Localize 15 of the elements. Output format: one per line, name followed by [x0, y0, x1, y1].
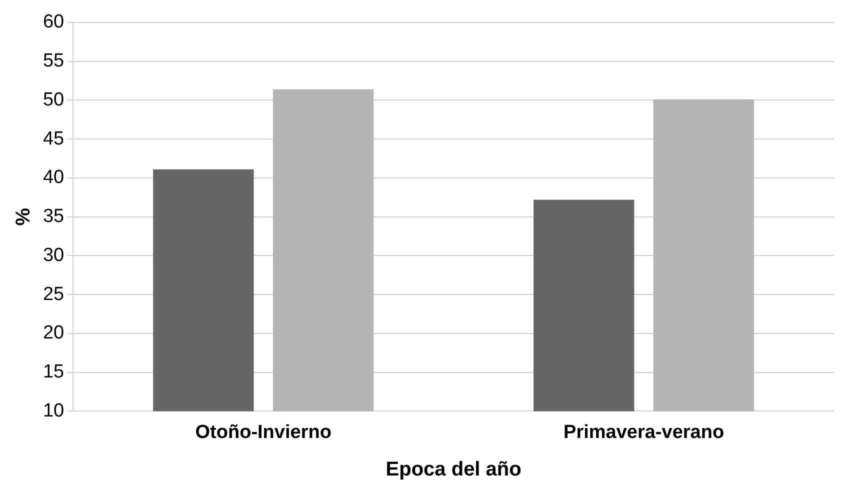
y-tick-label: 35 — [42, 206, 64, 228]
y-tick-label: 20 — [42, 322, 64, 344]
y-tick-label: 55 — [42, 50, 64, 72]
y-axis-title: % — [12, 208, 35, 226]
y-tick-label: 30 — [42, 244, 64, 266]
y-tick-label: 50 — [42, 89, 64, 110]
y-tick-label: 60 — [42, 12, 64, 33]
y-tick-label: 25 — [42, 284, 64, 305]
x-tick-label: Otoño-Invierno — [195, 422, 332, 443]
y-tick-label: 15 — [42, 362, 64, 383]
x-tick-label: Primavera-verano — [564, 422, 724, 443]
y-tick-label: 10 — [42, 400, 64, 422]
x-axis-title: Epoca del año — [386, 458, 522, 481]
y-tick-label: 40 — [42, 167, 64, 188]
y-tick-label: 45 — [42, 128, 64, 150]
